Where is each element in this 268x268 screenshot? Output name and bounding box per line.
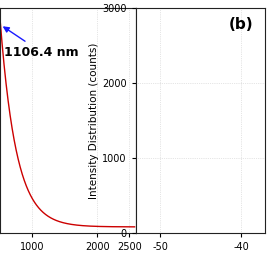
Text: 1106.4 nm: 1106.4 nm: [4, 27, 79, 59]
Y-axis label: Intensity Distribution (counts): Intensity Distribution (counts): [90, 42, 99, 199]
Text: (b): (b): [229, 17, 254, 32]
